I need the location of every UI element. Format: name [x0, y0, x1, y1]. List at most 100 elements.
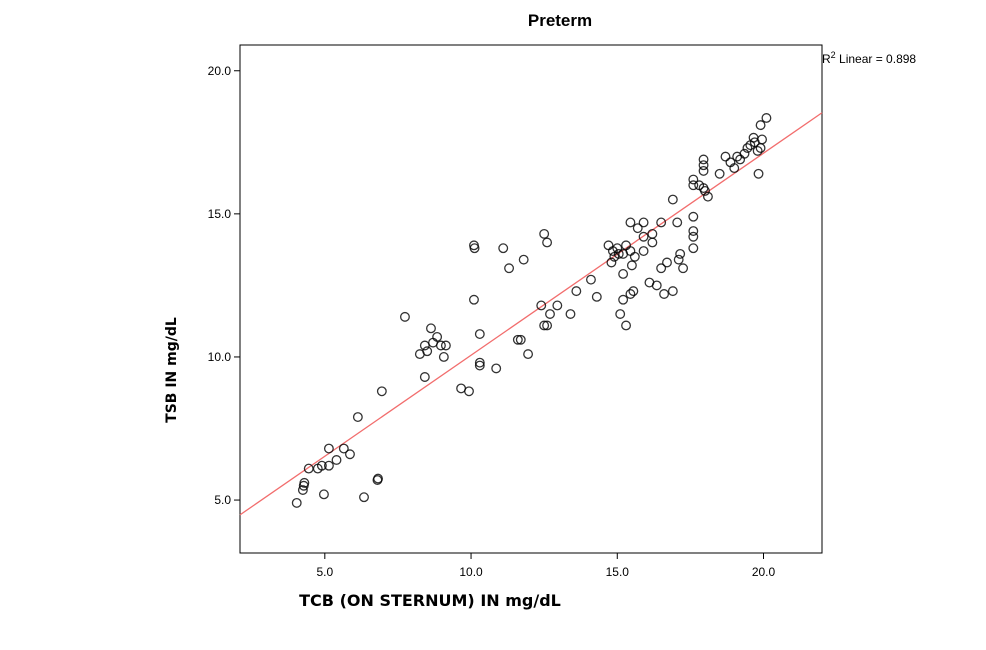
data-point — [672, 217, 683, 228]
data-point — [662, 257, 672, 268]
y-tick-label: 15.0 — [208, 207, 232, 221]
data-point — [698, 154, 709, 165]
data-point — [542, 237, 553, 248]
data-point — [626, 260, 637, 271]
chart-title: Preterm — [528, 11, 592, 30]
data-point — [638, 217, 649, 228]
data-point — [440, 340, 451, 351]
y-axis-label: TSB IN mg/dL — [164, 317, 180, 423]
data-point — [688, 174, 699, 185]
data-point — [651, 280, 662, 291]
data-point — [698, 165, 709, 176]
data-point — [667, 194, 678, 205]
data-point — [607, 246, 618, 257]
data-point — [504, 263, 515, 274]
data-point — [426, 323, 436, 334]
data-point — [606, 257, 617, 268]
data-point — [757, 134, 767, 145]
y-tick-label: 20.0 — [208, 64, 232, 78]
data-point — [638, 231, 649, 242]
x-tick-label: 20.0 — [752, 565, 776, 579]
data-point — [303, 463, 314, 474]
data-point — [419, 372, 430, 382]
data-point — [318, 489, 329, 500]
data-point — [667, 286, 678, 297]
data-point — [586, 274, 596, 285]
data-point — [720, 151, 731, 162]
data-point — [419, 340, 430, 351]
data-point — [618, 269, 629, 279]
data-point — [498, 243, 509, 254]
y-tick-label: 5.0 — [214, 493, 231, 507]
data-point — [647, 237, 658, 248]
data-point — [603, 240, 614, 251]
data-point — [625, 217, 636, 228]
data-point — [469, 294, 479, 305]
data-point — [628, 286, 639, 297]
data-point — [656, 263, 667, 274]
data-point — [702, 191, 713, 202]
data-point — [688, 211, 699, 222]
data-point — [688, 180, 699, 191]
data-point — [539, 320, 550, 331]
data-point — [729, 163, 740, 174]
data-point — [714, 168, 725, 179]
data-point — [615, 309, 626, 319]
data-point — [373, 473, 383, 484]
data-point — [552, 300, 563, 311]
data-point — [761, 113, 772, 123]
data-point — [536, 300, 547, 311]
data-point — [545, 309, 555, 319]
data-point — [591, 291, 602, 302]
data-point — [359, 492, 369, 503]
data-point — [345, 449, 355, 460]
data-point — [464, 386, 474, 397]
data-point — [739, 148, 750, 159]
data-point — [422, 346, 433, 357]
regression-line — [239, 112, 823, 516]
data-point — [638, 246, 649, 257]
data-point — [629, 251, 640, 262]
data-point — [659, 289, 670, 299]
data-point — [323, 443, 334, 454]
data-point — [512, 334, 523, 345]
data-point — [656, 217, 667, 228]
data-point — [613, 248, 624, 259]
data-point — [698, 160, 709, 171]
data-point — [323, 460, 334, 471]
data-point — [678, 263, 689, 274]
data-point — [469, 243, 480, 254]
data-point — [376, 386, 387, 397]
data-point — [688, 226, 699, 236]
x-tick-label: 15.0 — [606, 565, 630, 579]
x-axis-label: TCB (ON STERNUM) IN mg/dL — [299, 591, 561, 610]
data-point — [753, 168, 764, 179]
data-point — [435, 340, 446, 351]
y-tick-label: 10.0 — [208, 350, 232, 364]
data-point — [688, 231, 699, 242]
data-point — [474, 360, 485, 371]
data-point — [742, 143, 753, 153]
data-point — [331, 455, 342, 465]
data-point — [298, 480, 309, 491]
data-point — [565, 309, 576, 319]
data-point — [515, 334, 526, 345]
data-point — [673, 254, 684, 265]
x-tick-label: 5.0 — [316, 565, 333, 579]
data-point — [752, 145, 763, 156]
data-point — [621, 320, 632, 331]
data-point — [352, 412, 363, 423]
data-point — [571, 286, 582, 297]
data-point — [688, 243, 699, 254]
data-point — [621, 240, 632, 251]
data-point — [625, 289, 636, 299]
data-point — [542, 320, 553, 331]
data-point — [647, 228, 658, 239]
data-point — [618, 248, 629, 259]
data-point — [618, 294, 629, 305]
data-point — [338, 443, 349, 454]
data-point — [438, 352, 449, 362]
data-point — [316, 460, 327, 471]
data-point — [474, 329, 485, 340]
